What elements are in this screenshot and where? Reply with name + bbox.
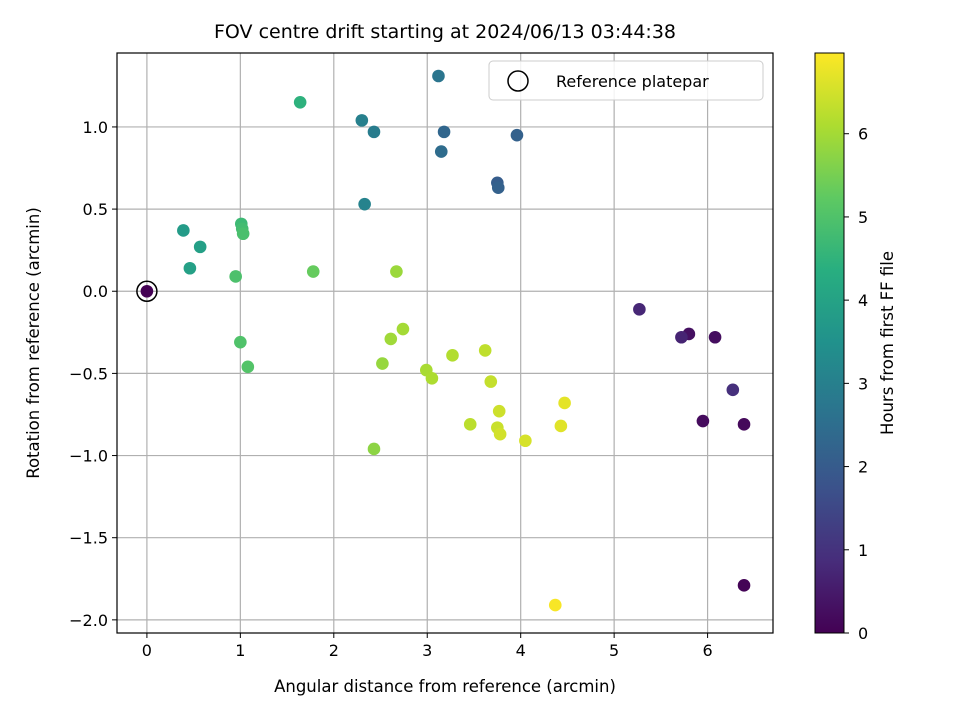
scatter-points [140,69,751,612]
y-axis: −2.0 −1.5 −1.0 −0.5 0.0 0.5 1.0 [69,118,117,630]
data-point [425,372,439,385]
colorbar [814,52,845,634]
data-point [234,335,247,349]
colorbar-tick-label: 3 [858,374,868,393]
x-axis-label: Angular distance from reference (arcmin) [274,677,616,696]
data-point [558,396,571,410]
colorbar-ticks: 0 1 2 3 4 5 6 [844,125,868,643]
data-point [390,265,403,278]
x-tick-label: 0 [142,641,152,660]
colorbar-tick-label: 1 [858,541,868,560]
x-tick-label: 5 [609,641,619,660]
data-point [554,419,568,433]
grid [117,53,773,633]
colorbar-tick-label: 6 [858,125,868,144]
x-axis: 0 1 2 3 4 5 6 [142,633,713,660]
data-point [367,125,381,139]
data-point [177,224,190,237]
data-point [633,303,646,316]
data-point [358,197,371,211]
data-point [708,330,722,344]
data-point [737,418,751,431]
legend: Reference platepar [488,60,764,101]
data-point [193,240,207,254]
y-tick-label: −1.0 [69,447,108,466]
legend-entry-reference: Reference platepar [556,72,709,91]
data-point [432,69,445,83]
data-point [492,404,506,418]
y-axis-label: Rotation from reference (arcmin) [24,207,43,479]
data-point [376,357,389,370]
legend-marker-icon [507,70,529,92]
data-point [306,265,320,278]
data-point [446,349,459,362]
data-point [519,434,532,448]
data-point [140,284,154,298]
x-tick-label: 1 [235,641,245,660]
data-point [384,332,398,346]
chart-title: FOV centre drift starting at 2024/06/13 … [214,21,676,43]
colorbar-tick-label: 4 [858,291,868,310]
data-point [696,414,710,428]
data-point [493,427,507,441]
y-tick-label: 0.0 [83,282,108,301]
data-point [737,579,751,592]
colorbar-tick-label: 0 [858,624,868,643]
y-tick-label: 1.0 [83,118,108,137]
y-tick-label: −0.5 [69,364,108,383]
data-point [726,383,740,397]
y-tick-label: 0.5 [83,200,108,219]
data-point [675,330,688,344]
data-point [463,418,477,431]
data-point [491,181,505,195]
data-point [510,128,524,142]
data-point [183,261,197,275]
colorbar-tick-label: 5 [858,208,868,227]
legend-box [488,60,764,101]
x-tick-label: 2 [329,641,339,660]
data-point [548,598,562,612]
x-tick-label: 3 [422,641,432,660]
data-point [478,344,492,357]
y-tick-label: −1.5 [69,529,108,548]
data-point [293,95,307,109]
x-tick-label: 4 [516,641,526,660]
x-tick-label: 6 [702,641,712,660]
data-point [367,442,381,456]
plot-frame [116,52,774,634]
data-point [434,145,448,158]
colorbar-label: Hours from first FF file [878,251,897,435]
data-point [241,360,255,374]
colorbar-tick-label: 2 [858,458,868,477]
data-point [355,114,369,127]
data-point [236,227,250,241]
data-point [437,125,451,139]
data-point [229,270,242,283]
data-point [396,322,410,336]
y-tick-label: −2.0 [69,611,108,630]
reference-marker [136,280,158,302]
data-point [484,375,498,388]
